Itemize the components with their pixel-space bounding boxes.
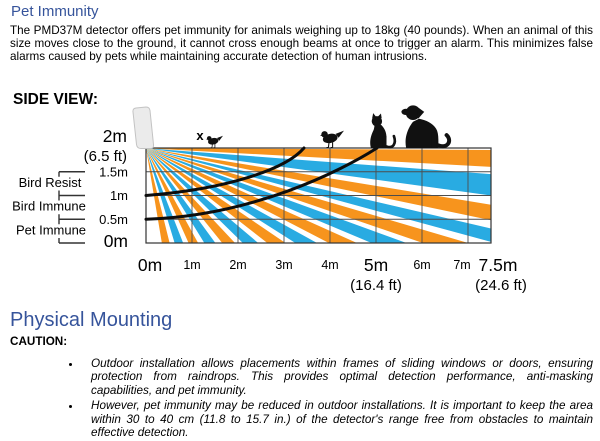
x-label-7-5m-ft: (24.6 ft) bbox=[475, 277, 527, 294]
x-label-6m: 6m bbox=[413, 258, 430, 272]
x-label-1m: 1m bbox=[183, 258, 200, 272]
x-label-5m: 5m bbox=[364, 255, 388, 275]
x-label-5m-ft: (16.4 ft) bbox=[350, 277, 402, 294]
zone-ladder bbox=[58, 171, 85, 244]
y-label-0-5m: 0.5m bbox=[99, 212, 128, 227]
caution-list: Outdoor installation allows placements w… bbox=[10, 357, 593, 439]
x-label-0m: 0m bbox=[138, 255, 162, 275]
section-title: Pet Immunity bbox=[11, 3, 99, 20]
y-label-1-5m: 1.5m bbox=[99, 165, 128, 180]
y-label-0m: 0m bbox=[104, 231, 128, 251]
y-label-2m: 2m bbox=[103, 126, 127, 146]
y-label-2m-ft: (6.5 ft) bbox=[84, 148, 127, 165]
bird-boundary-curve bbox=[144, 146, 306, 197]
diagram-title: SIDE VIEW: bbox=[13, 91, 98, 108]
detector-icon bbox=[132, 106, 155, 149]
x-label-7-5m: 7.5m bbox=[479, 255, 518, 275]
list-item: However, pet immunity may be reduced in … bbox=[82, 399, 593, 439]
detection-beam bbox=[146, 148, 491, 221]
x-label-7m: 7m bbox=[453, 258, 470, 272]
detection-boundary-curves bbox=[144, 146, 379, 221]
list-item: Outdoor installation allows placements w… bbox=[82, 357, 593, 397]
x-axis-labels: 0m 1m 2m 3m 4m 5m (16.4 ft) 6m 7m 7.5m (… bbox=[138, 255, 527, 294]
zone-pet-immune: Pet Immune bbox=[16, 223, 86, 238]
dog-icon bbox=[401, 105, 452, 149]
zone-bird-immune: Bird Immune bbox=[12, 199, 86, 214]
cat-icon bbox=[370, 113, 397, 149]
bird-icon bbox=[320, 130, 344, 149]
y-label-1m: 1m bbox=[110, 188, 128, 203]
small-bird-icon bbox=[206, 135, 223, 149]
x-marker: x bbox=[196, 128, 204, 143]
pet-immunity-diagram: x 2m (6.5 ft) 1.5m 1m 0.5m 0m bbox=[12, 105, 527, 294]
physical-mounting-section: Physical Mounting CAUTION: Outdoor insta… bbox=[10, 309, 593, 441]
section-body: The PMD37M detector offers pet immunity … bbox=[10, 24, 593, 64]
section-title: Physical Mounting bbox=[10, 309, 173, 331]
pet-boundary-curve bbox=[144, 146, 379, 221]
x-label-2m: 2m bbox=[229, 258, 246, 272]
zone-bird-resist: Bird Resist bbox=[19, 175, 82, 190]
pet-immunity-section: Pet Immunity The PMD37M detector offers … bbox=[10, 3, 593, 64]
x-label-4m: 4m bbox=[321, 258, 338, 272]
x-label-3m: 3m bbox=[275, 258, 292, 272]
y-axis-labels: 2m (6.5 ft) 1.5m 1m 0.5m 0m bbox=[84, 126, 128, 251]
grid-lines bbox=[145, 147, 492, 244]
detection-beam bbox=[146, 148, 491, 242]
zone-labels: Bird Resist Bird Immune Pet Immune bbox=[12, 175, 86, 238]
caution-label: CAUTION: bbox=[10, 335, 68, 348]
manual-page: { "header": { "title": "Pet Immunity", "… bbox=[0, 0, 600, 430]
